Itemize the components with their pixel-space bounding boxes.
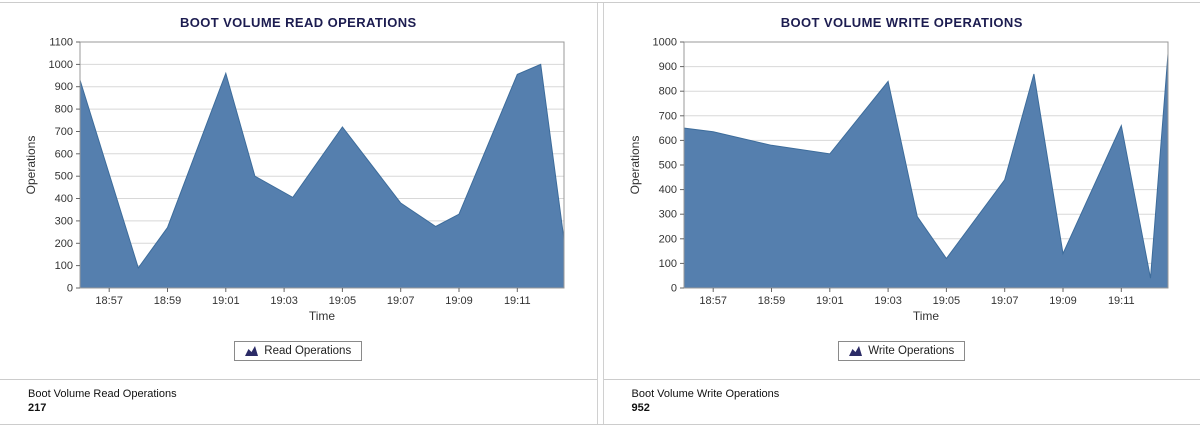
read-operations-panel: BOOT VOLUME READ OPERATIONS 0 100 200 300 40… <box>0 3 598 424</box>
area-series-icon <box>849 346 862 357</box>
write-operations-chart: 0 100 200 300 400 500 600 700 800 900 1000 18:57 18:… <box>626 36 1178 332</box>
write-chart-block: BOOT VOLUME WRITE OPERATIONS 0 100 200 300 4… <box>604 3 1200 379</box>
svg-text:19:11: 19:11 <box>504 295 531 307</box>
svg-text:100: 100 <box>55 260 73 272</box>
svg-text:18:59: 18:59 <box>154 295 182 307</box>
svg-text:400: 400 <box>55 193 73 205</box>
read-operations-chart: 0 100 200 300 400 500 600 700 800 900 1000 1100 18:5… <box>22 36 574 332</box>
svg-text:19:05: 19:05 <box>329 295 357 307</box>
svg-text:800: 800 <box>55 104 73 116</box>
summary-label: Boot Volume Write Operations <box>632 388 1200 400</box>
chart-title-write: BOOT VOLUME WRITE OPERATIONS <box>604 15 1200 30</box>
summary-value: 952 <box>632 402 1200 414</box>
svg-text:600: 600 <box>55 148 73 160</box>
svg-text:200: 200 <box>658 233 676 245</box>
svg-text:18:59: 18:59 <box>757 295 785 307</box>
svg-text:800: 800 <box>658 86 676 98</box>
read-summary: Boot Volume Read Operations 217 <box>0 379 597 424</box>
svg-text:900: 900 <box>55 81 73 93</box>
read-legend: Read Operations <box>234 341 362 361</box>
svg-text:0: 0 <box>67 283 73 295</box>
legend-label: Write Operations <box>868 345 954 357</box>
svg-text:Operations: Operations <box>24 136 38 195</box>
svg-text:18:57: 18:57 <box>96 295 124 307</box>
summary-label: Boot Volume Read Operations <box>28 388 597 400</box>
svg-text:19:07: 19:07 <box>991 295 1019 307</box>
write-legend: Write Operations <box>838 341 965 361</box>
svg-text:19:05: 19:05 <box>932 295 960 307</box>
svg-text:19:07: 19:07 <box>387 295 415 307</box>
svg-text:Time: Time <box>913 309 940 323</box>
write-operations-panel: BOOT VOLUME WRITE OPERATIONS 0 100 200 300 4… <box>603 3 1200 424</box>
svg-text:19:01: 19:01 <box>816 295 844 307</box>
svg-text:19:01: 19:01 <box>212 295 240 307</box>
svg-text:19:11: 19:11 <box>1108 295 1135 307</box>
svg-text:19:09: 19:09 <box>1049 295 1077 307</box>
svg-text:400: 400 <box>658 184 676 196</box>
svg-text:1000: 1000 <box>49 59 73 71</box>
chart-title-read: BOOT VOLUME READ OPERATIONS <box>0 15 597 30</box>
write-summary: Boot Volume Write Operations 952 <box>604 379 1200 424</box>
svg-text:900: 900 <box>658 61 676 73</box>
svg-text:500: 500 <box>55 171 73 183</box>
svg-text:100: 100 <box>658 258 676 270</box>
svg-text:19:03: 19:03 <box>271 295 299 307</box>
svg-text:1000: 1000 <box>652 37 676 49</box>
svg-text:19:09: 19:09 <box>445 295 473 307</box>
svg-text:19:03: 19:03 <box>874 295 902 307</box>
svg-text:600: 600 <box>658 135 676 147</box>
svg-text:0: 0 <box>671 283 677 295</box>
svg-text:700: 700 <box>55 126 73 138</box>
legend-label: Read Operations <box>264 345 351 357</box>
read-chart-block: BOOT VOLUME READ OPERATIONS 0 100 200 300 40… <box>0 3 597 379</box>
svg-text:300: 300 <box>658 209 676 221</box>
svg-text:Operations: Operations <box>628 136 642 195</box>
svg-text:700: 700 <box>658 110 676 122</box>
area-series-icon <box>245 346 258 357</box>
svg-text:Time: Time <box>309 309 336 323</box>
svg-text:500: 500 <box>658 160 676 172</box>
svg-text:300: 300 <box>55 215 73 227</box>
svg-text:18:57: 18:57 <box>699 295 727 307</box>
svg-text:200: 200 <box>55 238 73 250</box>
svg-text:1100: 1100 <box>50 37 74 49</box>
summary-value: 217 <box>28 402 597 414</box>
